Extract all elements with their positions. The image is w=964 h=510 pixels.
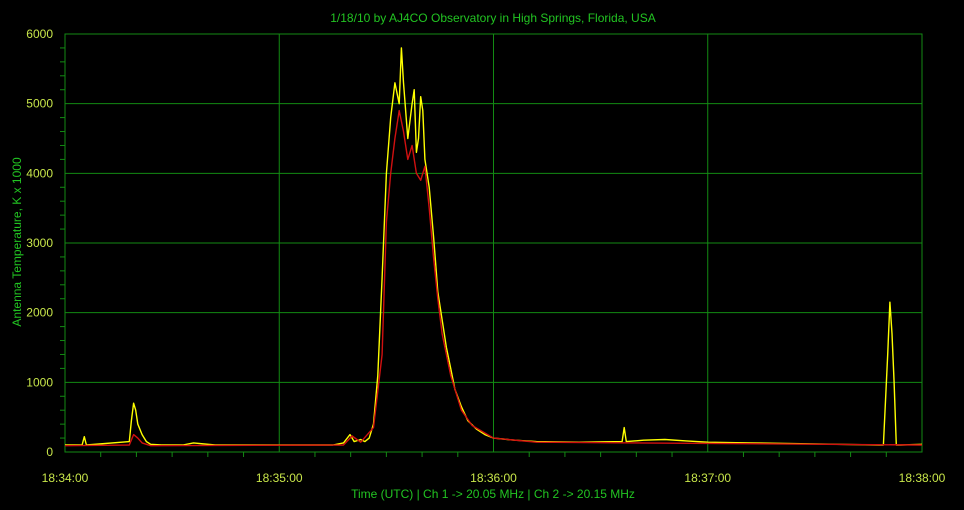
x-tick-label: 18:34:00 bbox=[42, 471, 89, 485]
minor-ticks bbox=[60, 47, 887, 457]
y-tick-label: 5000 bbox=[26, 97, 53, 111]
y-tick-label: 2000 bbox=[26, 306, 53, 320]
chart-title: 1/18/10 by AJ4CO Observatory in High Spr… bbox=[330, 11, 655, 25]
x-tick-label: 18:36:00 bbox=[470, 471, 517, 485]
y-tick-label: 6000 bbox=[26, 27, 53, 41]
y-axis-title: Antenna Temperature, K x 1000 bbox=[10, 157, 24, 327]
x-tick-label: 18:37:00 bbox=[684, 471, 731, 485]
y-tick-label: 0 bbox=[46, 445, 53, 459]
x-tick-label: 18:38:00 bbox=[899, 471, 946, 485]
x-axis-tick-labels: 18:34:00 18:35:00 18:36:00 18:37:00 18:38:00 bbox=[42, 471, 946, 485]
x-tick-label: 18:35:00 bbox=[256, 471, 303, 485]
y-tick-label: 1000 bbox=[26, 375, 53, 389]
y-axis-tick-labels: 0 1000 2000 3000 4000 5000 6000 bbox=[26, 27, 53, 459]
y-tick-label: 3000 bbox=[26, 236, 53, 250]
y-tick-label: 4000 bbox=[26, 166, 53, 180]
x-axis-title: Time (UTC) | Ch 1 -> 20.05 MHz | Ch 2 ->… bbox=[351, 487, 635, 501]
series-layer bbox=[64, 47, 923, 447]
series-line-ch2 bbox=[64, 109, 923, 447]
